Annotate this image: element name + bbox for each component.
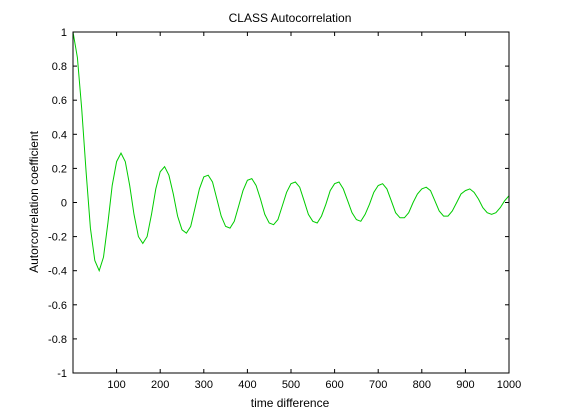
- y-tick-label--0_8: -0.8: [48, 334, 67, 346]
- x-tick-label-500: 500: [282, 379, 300, 391]
- autocorrelation-series-line: [72, 31, 510, 273]
- y-tick-label-0_4: 0.4: [52, 129, 67, 141]
- x-tick-label-400: 400: [238, 379, 256, 391]
- y-tick-label-1: 1: [61, 27, 67, 39]
- x-tick-label-800: 800: [413, 379, 431, 391]
- chart-title: CLASS Autocorrelation: [229, 11, 352, 25]
- y-tick-label-0_8: 0.8: [52, 61, 67, 73]
- x-tick-labels: 100 200 300 400 500 600 700 800 900 1000: [107, 379, 521, 391]
- y-tick-label--1: -1: [57, 368, 67, 380]
- y-tick-label--0_2: -0.2: [48, 232, 67, 244]
- plot-frame: [72, 31, 510, 374]
- y-tick-labels: -1 -0.8 -0.6 -0.4 -0.2 0 0.2 0.4 0.6 0.8 1: [48, 27, 67, 380]
- x-tick-label-1000: 1000: [497, 379, 521, 391]
- y-axis-label: Autorcorrelation coefficient: [27, 130, 41, 273]
- y-tick-label--0_6: -0.6: [48, 300, 67, 312]
- y-tick-label-0_6: 0.6: [52, 95, 67, 107]
- y-tick-label-0_2: 0.2: [52, 163, 67, 175]
- x-tick-label-200: 200: [151, 379, 169, 391]
- x-axis-label: time difference: [251, 396, 330, 410]
- x-tick-label-700: 700: [369, 379, 387, 391]
- plot-area: [73, 32, 509, 373]
- y-tick-label-0: 0: [61, 198, 67, 210]
- x-tick-label-900: 900: [456, 379, 474, 391]
- x-tick-label-300: 300: [195, 379, 213, 391]
- x-tick-label-100: 100: [107, 379, 125, 391]
- y-tick-label--0_4: -0.4: [48, 266, 67, 278]
- x-tick-label-600: 600: [325, 379, 343, 391]
